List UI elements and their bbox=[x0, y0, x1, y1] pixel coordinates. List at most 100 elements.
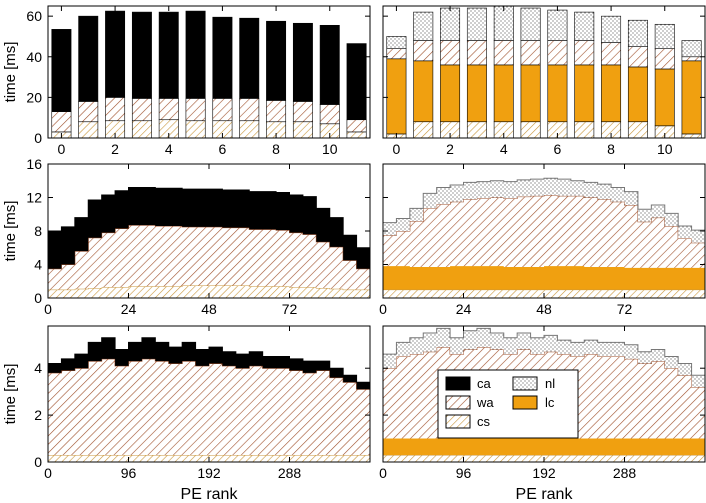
bar-wa-8 bbox=[601, 42, 622, 66]
ytick-label: 0 bbox=[34, 130, 42, 146]
xtick-label: 192 bbox=[197, 465, 221, 481]
xtick-label: 72 bbox=[617, 301, 633, 317]
area-wa bbox=[48, 358, 370, 455]
bar-wa-1 bbox=[78, 101, 99, 123]
panel-r2c2: 0 24 48 72 bbox=[379, 163, 706, 317]
bar-lc-9 bbox=[627, 66, 648, 123]
legend-label-cs: cs bbox=[477, 414, 491, 429]
line-nl bbox=[383, 177, 705, 231]
bar-cs-9 bbox=[627, 121, 648, 138]
bar-wa-0 bbox=[51, 111, 72, 133]
bar-ca-10 bbox=[319, 24, 340, 105]
xtick-label: 0 bbox=[44, 301, 52, 317]
bar-ca-0 bbox=[51, 29, 72, 112]
bar-lc-1 bbox=[413, 60, 434, 123]
bar-wa-5 bbox=[185, 98, 206, 122]
ytick-label: 40 bbox=[26, 49, 42, 65]
legend-swatch-wa bbox=[445, 395, 471, 410]
xtick-label: 8 bbox=[607, 141, 615, 157]
bar-cs-3 bbox=[131, 120, 152, 138]
bar-nl-2 bbox=[440, 7, 461, 41]
bar-wa-11 bbox=[681, 56, 702, 62]
xlabel-left: PE rank bbox=[181, 486, 239, 503]
xtick-label: 4 bbox=[500, 141, 508, 157]
bar-wa-4 bbox=[493, 40, 514, 66]
legend-label-ca: ca bbox=[477, 376, 492, 391]
legend-swatch-cs bbox=[445, 414, 471, 429]
bar-lc-11 bbox=[681, 60, 702, 135]
ytick-label: 0 bbox=[34, 454, 42, 470]
bar-wa-3 bbox=[466, 40, 487, 66]
ytick-label: 2 bbox=[34, 407, 42, 423]
bar-cs-7 bbox=[239, 120, 260, 138]
bar-wa-2 bbox=[105, 97, 126, 122]
bar-wa-9 bbox=[292, 101, 313, 123]
panel-r3c1: 0 96 192 288 0 2 4 bbox=[34, 325, 371, 481]
ytick-label: 0 bbox=[34, 290, 42, 306]
bar-nl-3 bbox=[466, 7, 487, 41]
bar-wa-9 bbox=[627, 46, 648, 68]
plot-area bbox=[48, 337, 370, 462]
xtick-label: 8 bbox=[272, 141, 280, 157]
bar-cs-9 bbox=[292, 121, 313, 138]
bar-wa-7 bbox=[574, 40, 595, 66]
xtick-label: 288 bbox=[278, 465, 302, 481]
xtick-label: 48 bbox=[536, 301, 552, 317]
xtick-label: 24 bbox=[121, 301, 137, 317]
ylabel-row2: time [ms] bbox=[2, 201, 19, 262]
bar-wa-6 bbox=[212, 98, 233, 122]
xtick-label: 0 bbox=[379, 301, 387, 317]
xtick-label: 288 bbox=[613, 465, 637, 481]
ytick-label: 20 bbox=[26, 89, 42, 105]
ylabel-row3: time [ms] bbox=[2, 364, 19, 425]
xtick-label: 10 bbox=[657, 141, 673, 157]
bar-wa-10 bbox=[654, 48, 675, 70]
ylabel-row1: time [ms] bbox=[2, 42, 19, 103]
bar-lc-4 bbox=[493, 64, 514, 123]
bar-wa-6 bbox=[547, 40, 568, 66]
bar-ca-3 bbox=[131, 11, 152, 99]
xtick-label: 24 bbox=[456, 301, 472, 317]
bar-ca-5 bbox=[185, 10, 206, 99]
axes-frame bbox=[47, 5, 371, 139]
line-ca bbox=[48, 186, 370, 249]
bar-wa-10 bbox=[319, 104, 340, 125]
bar-cs-5 bbox=[185, 120, 206, 138]
area-wa bbox=[48, 225, 370, 290]
xtick-label: 0 bbox=[393, 141, 401, 157]
bar-wa-4 bbox=[158, 98, 179, 121]
xtick-label: 10 bbox=[322, 141, 338, 157]
xtick-label: 0 bbox=[44, 465, 52, 481]
bar-nl-5 bbox=[520, 7, 541, 41]
plot-area bbox=[386, 6, 702, 138]
area-nl bbox=[383, 178, 705, 243]
bar-wa-0 bbox=[386, 48, 407, 60]
xtick-label: 192 bbox=[532, 465, 556, 481]
bar-cs-1 bbox=[413, 121, 434, 138]
bar-ca-7 bbox=[239, 17, 260, 99]
bar-ca-2 bbox=[105, 10, 126, 98]
legend: ca wa cs nl lc bbox=[437, 369, 579, 439]
xtick-label: 96 bbox=[121, 465, 137, 481]
line-ca bbox=[48, 337, 370, 383]
xlabel-right: PE rank bbox=[516, 486, 574, 503]
bar-lc-6 bbox=[547, 64, 568, 123]
bar-wa-5 bbox=[520, 40, 541, 66]
panel-r1c2: 0 2 4 6 8 10 bbox=[382, 5, 706, 157]
bar-nl-4 bbox=[493, 6, 514, 41]
area-lc bbox=[383, 438, 705, 455]
bar-ca-9 bbox=[292, 22, 313, 102]
bar-nl-11 bbox=[681, 40, 702, 58]
bar-wa-1 bbox=[413, 40, 434, 62]
legend-swatch-nl bbox=[512, 376, 538, 391]
plot-area bbox=[383, 177, 705, 298]
bar-wa-3 bbox=[131, 98, 152, 122]
xtick-label: 96 bbox=[456, 465, 472, 481]
xtick-label: 6 bbox=[554, 141, 562, 157]
ytick-label: 4 bbox=[34, 257, 42, 273]
bar-cs-7 bbox=[574, 121, 595, 138]
legend-label-lc: lc bbox=[545, 395, 555, 410]
bar-cs-11 bbox=[681, 133, 702, 138]
bar-nl-9 bbox=[627, 19, 648, 47]
